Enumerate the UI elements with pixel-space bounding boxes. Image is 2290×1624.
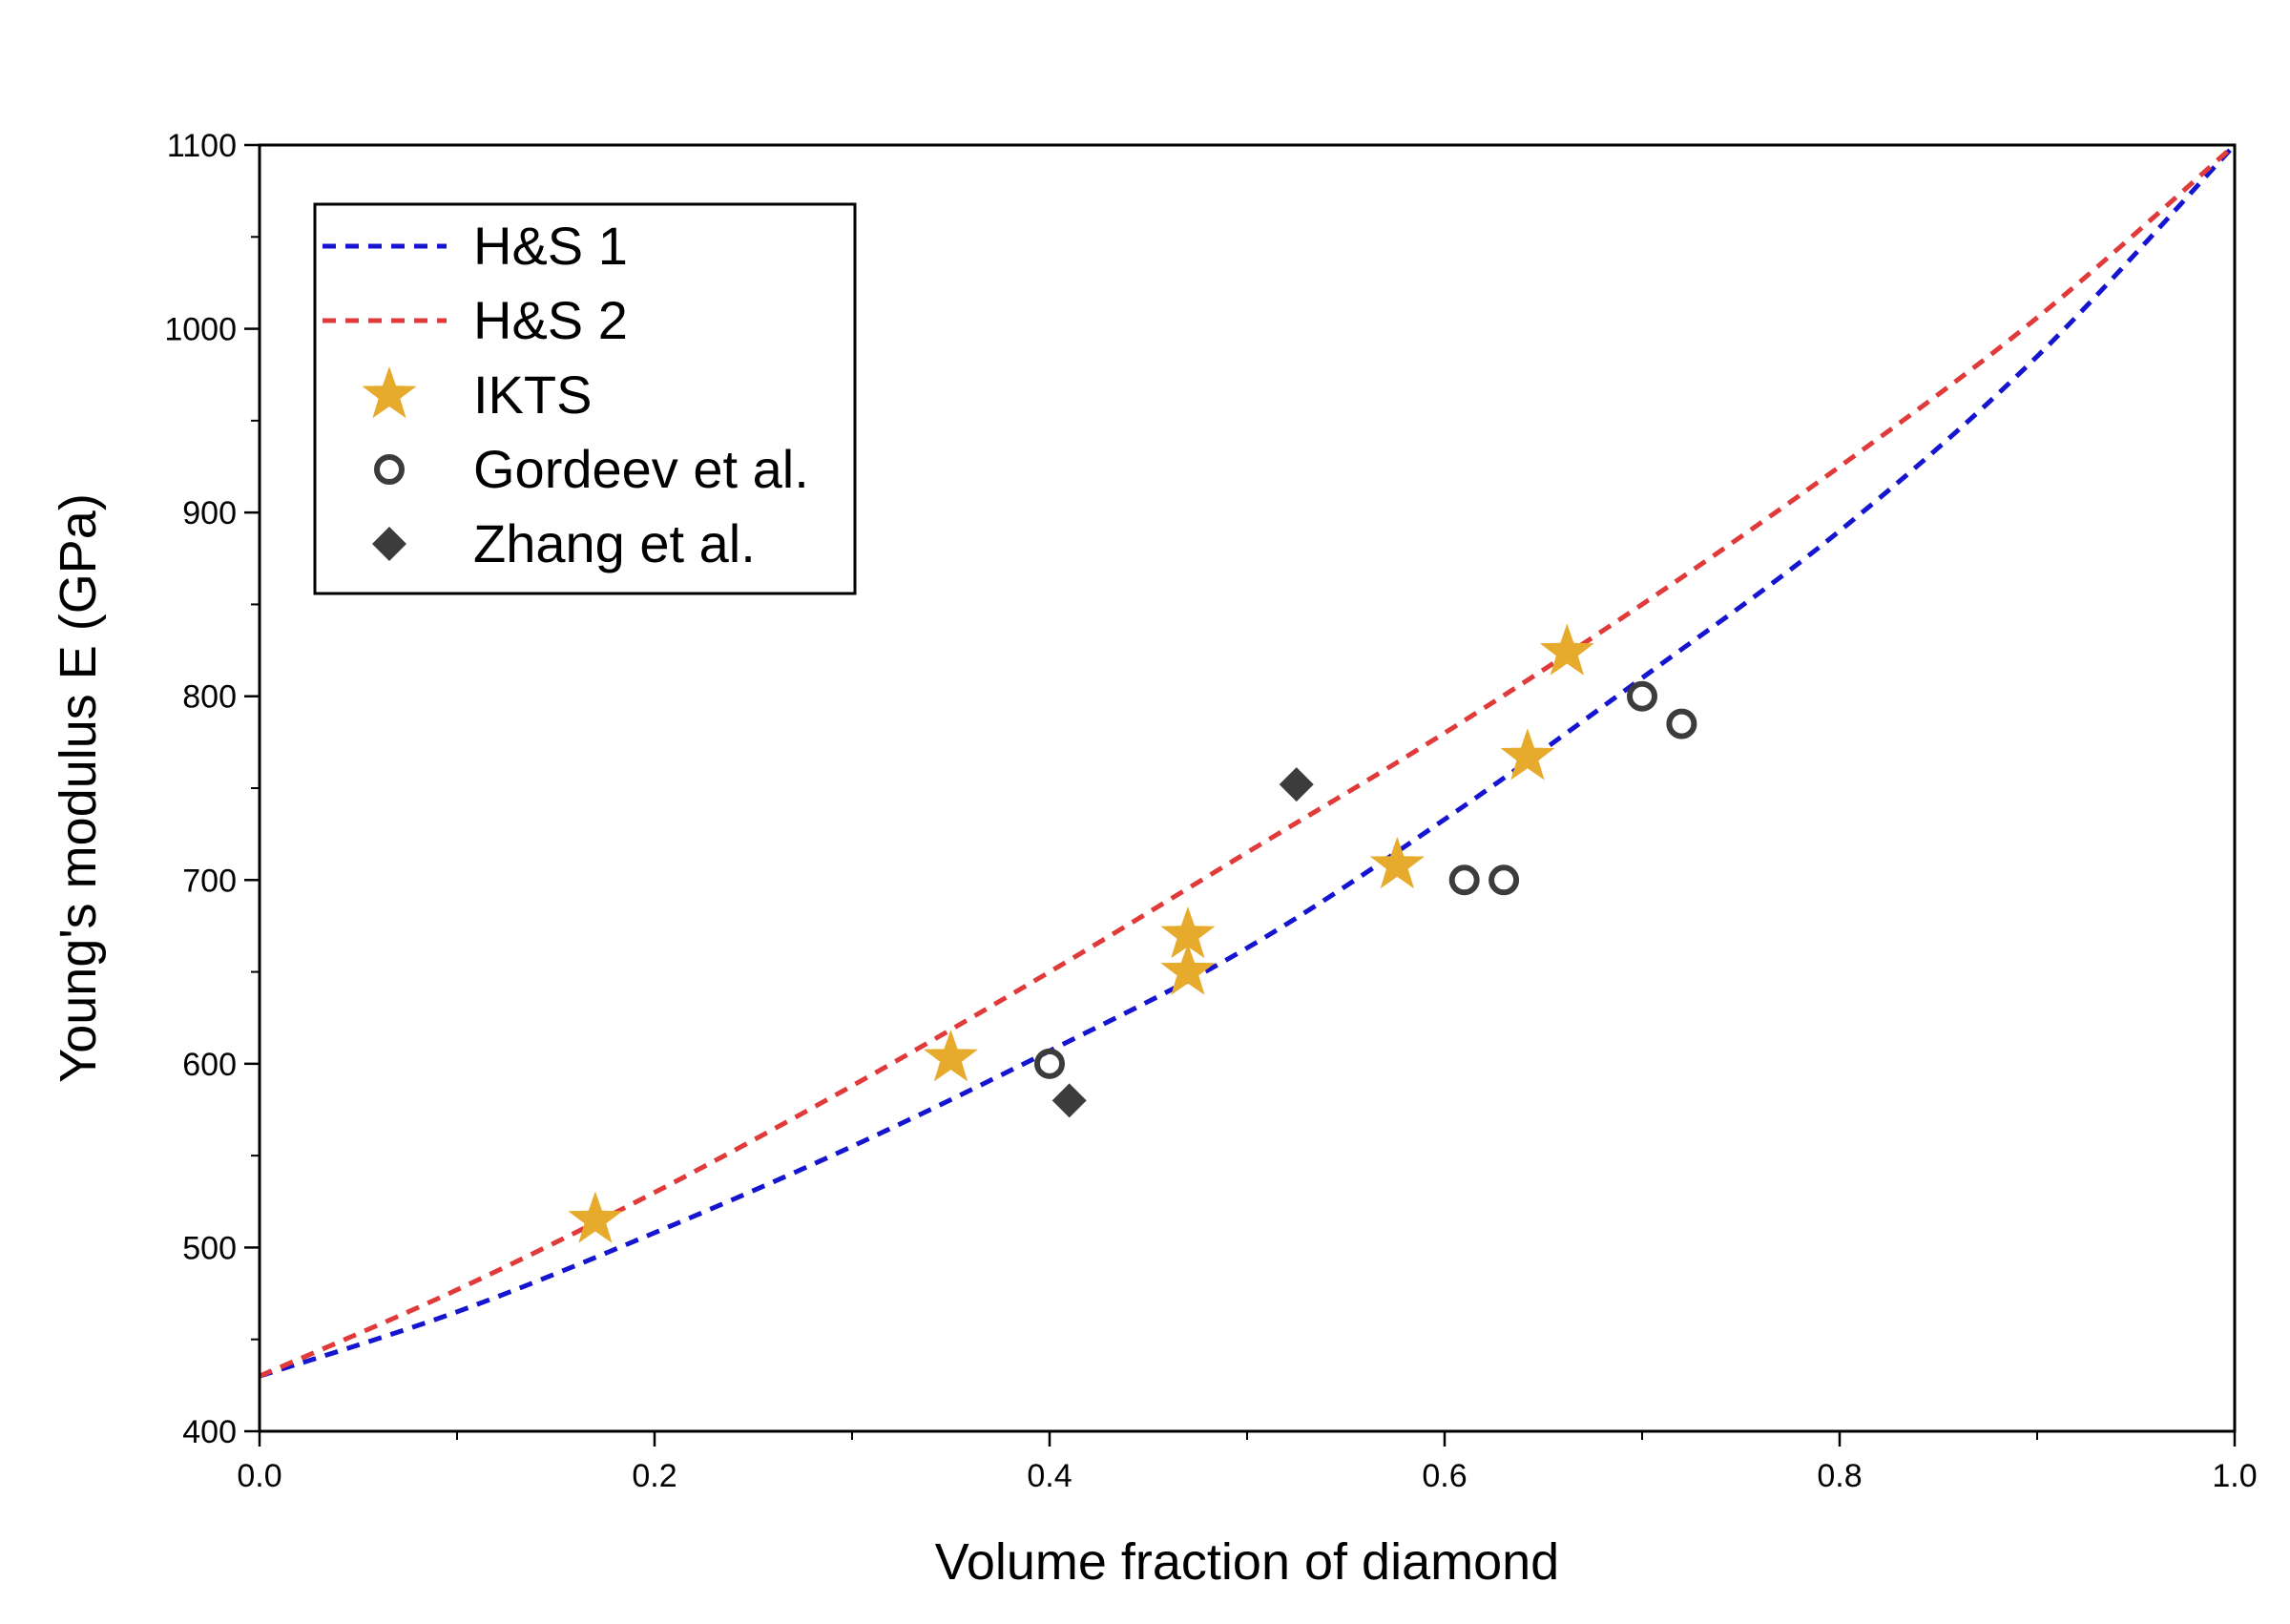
legend-label: Zhang et al. — [473, 513, 756, 573]
legend-marker-star — [362, 366, 417, 419]
plot-frame — [258, 143, 2237, 1433]
data-point-open-circle — [1627, 680, 1657, 712]
data-point-star — [1160, 906, 1216, 959]
y-tick-label: 1100 — [167, 128, 237, 164]
legend-marker-diamond — [372, 527, 406, 561]
plot-frame-layer — [258, 143, 2237, 1433]
points-layer — [568, 623, 1697, 1243]
y-axis-title: Young's modulus E (GPa) — [50, 493, 107, 1083]
legend-label: H&S 2 — [473, 290, 628, 350]
labels-layer: Volume fraction of diamond Young's modul… — [50, 493, 1559, 1591]
x-axis-title: Volume fraction of diamond — [935, 1533, 1559, 1591]
data-point-star — [1160, 943, 1216, 995]
data-point-diamond — [1051, 1083, 1087, 1118]
data-point-open-circle — [1666, 708, 1697, 739]
x-tick-label: 0.8 — [1817, 1458, 1862, 1494]
legend-label: H&S 1 — [473, 216, 628, 276]
x-tick-label: 0.2 — [632, 1458, 677, 1494]
y-tick-label: 700 — [182, 863, 237, 899]
y-tick-label: 600 — [182, 1047, 237, 1083]
y-tick-label: 1000 — [164, 312, 237, 348]
series-line-1 — [259, 143, 2237, 1379]
x-tick-label: 0.6 — [1422, 1458, 1467, 1494]
x-tick-label: 0.4 — [1027, 1458, 1072, 1494]
data-point-star — [1500, 728, 1555, 781]
x-tick-label: 0.0 — [237, 1458, 281, 1494]
data-point-star — [924, 1030, 978, 1082]
axes-layer: 0.0 0.2 0.4 0.6 0.8 1.0 400 500 600 700 800 900 1000… — [164, 128, 2257, 1494]
data-point-star — [1369, 836, 1425, 889]
y-tick-label: 500 — [182, 1230, 237, 1266]
legend-label: IKTS — [473, 364, 592, 425]
legend-marker-open-circle — [374, 454, 405, 485]
legend-label: Gordeev et al. — [473, 439, 809, 499]
y-tick-label: 800 — [182, 679, 237, 716]
x-tick-label: 1.0 — [2212, 1458, 2257, 1494]
data-point-open-circle — [1448, 864, 1480, 896]
y-tick-label: 400 — [182, 1414, 237, 1450]
data-point-star — [568, 1191, 623, 1243]
y-tick-label: 900 — [182, 495, 237, 531]
legend: H&S 1 H&S 2 IKTS Gordeev et al. Zhang et al. — [313, 202, 857, 595]
data-point-open-circle — [1034, 1048, 1065, 1079]
data-point-open-circle — [1488, 864, 1520, 896]
legend-box — [313, 202, 857, 595]
data-point-star — [1539, 623, 1594, 676]
data-point-diamond — [1279, 767, 1314, 802]
